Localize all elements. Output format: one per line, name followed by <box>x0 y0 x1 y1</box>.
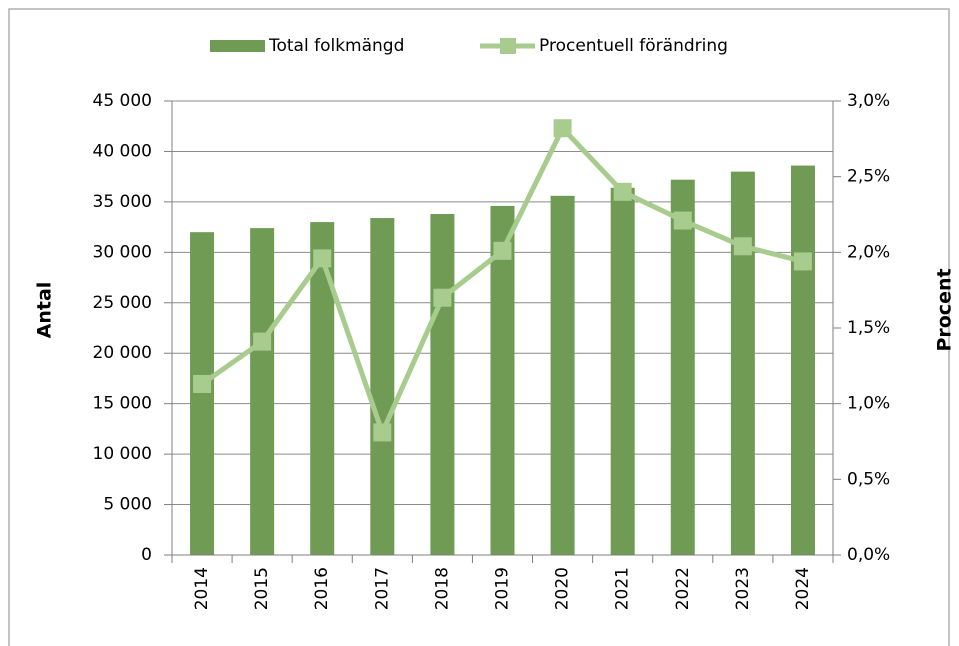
x-tick-label: 2018 <box>432 567 452 610</box>
y-axis-label: Antal <box>34 282 56 339</box>
y-tick-label: 15 000 <box>93 394 152 414</box>
bar <box>250 228 275 555</box>
x-tick-label: 2017 <box>372 567 392 610</box>
x-tick-label: 2023 <box>733 567 753 610</box>
x-tick-label: 2019 <box>493 567 513 610</box>
line-marker <box>793 252 812 271</box>
y-tick-label: 30 000 <box>93 242 152 262</box>
y-tick-label: 20 000 <box>93 343 152 363</box>
line-marker <box>193 374 212 393</box>
y-tick-label: 25 000 <box>93 293 152 313</box>
line-marker <box>673 211 692 230</box>
x-tick-label: 2024 <box>793 567 813 610</box>
line-marker <box>493 241 512 260</box>
legend-label: Procentuell förändring <box>539 36 728 56</box>
y2-tick-label: 0,5% <box>847 469 890 489</box>
y-tick-label: 40 000 <box>93 141 152 161</box>
y2-axis-label: Procent <box>934 268 956 351</box>
line-marker <box>613 182 632 201</box>
y-tick-label: 5 000 <box>103 495 152 515</box>
x-tick-label: 2016 <box>312 567 332 610</box>
bar <box>190 232 215 555</box>
bar <box>610 187 635 555</box>
y-tick-label: 45 000 <box>93 91 152 111</box>
bar <box>670 179 695 555</box>
x-tick-label: 2022 <box>673 567 693 610</box>
x-tick-label: 2015 <box>252 567 272 610</box>
legend-label: Total folkmängd <box>268 36 404 56</box>
line-marker <box>313 249 332 268</box>
x-tick-label: 2020 <box>553 567 573 610</box>
bar <box>490 205 515 555</box>
y2-tick-label: 2,5% <box>847 167 890 187</box>
y2-tick-label: 1,0% <box>847 394 890 414</box>
line-marker <box>553 119 572 138</box>
legend-marker <box>500 38 516 54</box>
line-marker <box>733 237 752 256</box>
y-tick-label: 35 000 <box>93 192 152 212</box>
bar <box>370 218 395 555</box>
bar <box>730 171 755 555</box>
y2-tick-label: 1,5% <box>847 318 890 338</box>
y-tick-label: 10 000 <box>93 444 152 464</box>
bar <box>550 195 575 555</box>
y-tick-label: 0 <box>141 545 152 565</box>
line-marker <box>373 423 392 442</box>
bar <box>790 165 815 555</box>
line-marker <box>253 332 272 351</box>
bar <box>430 213 455 556</box>
legend-swatch <box>210 40 265 52</box>
y2-tick-label: 2,0% <box>847 242 890 262</box>
x-tick-label: 2021 <box>613 567 633 610</box>
line-marker <box>433 288 452 307</box>
y2-tick-label: 0,0% <box>847 545 890 565</box>
y2-tick-label: 3,0% <box>847 91 890 111</box>
x-tick-label: 2014 <box>192 567 212 610</box>
